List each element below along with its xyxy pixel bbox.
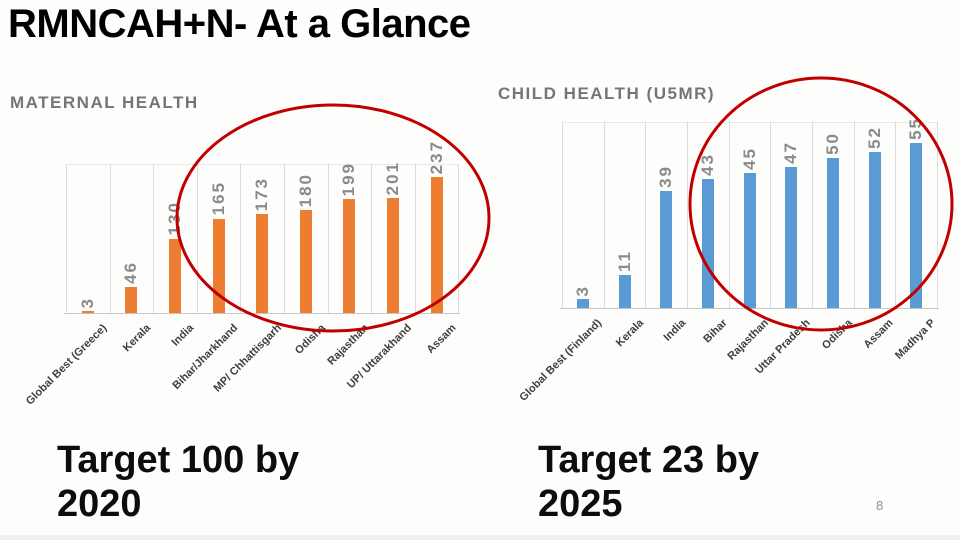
bar-value-label: 3 — [572, 284, 592, 296]
gridline — [562, 122, 563, 308]
category-label: Kerala — [613, 317, 646, 350]
x-axis-line — [560, 308, 939, 309]
category-label: Bihar — [700, 317, 730, 346]
bar-rajasthan — [743, 173, 756, 308]
bar-bihar — [701, 179, 714, 308]
bar-madhya-p — [910, 143, 923, 308]
gridline — [812, 122, 813, 308]
gridline — [770, 122, 772, 308]
gridline — [109, 164, 111, 313]
bar-value-label: 11 — [614, 250, 634, 272]
plot-top-line — [562, 122, 937, 123]
gridline — [853, 122, 855, 308]
child-target-line2: 2025 — [538, 483, 623, 526]
gridline — [645, 122, 647, 308]
child-target-text: Target 23 by 2025 — [538, 438, 759, 527]
gridline — [687, 122, 688, 308]
bar-value-label: 43 — [697, 153, 717, 176]
maternal-target-line2: 2020 — [57, 483, 142, 526]
category-label: Odisha — [819, 317, 855, 352]
category-label: India — [661, 317, 688, 344]
category-label: Global Best (Finland) — [517, 317, 605, 404]
bar-value-label: 55 — [906, 117, 926, 140]
page-number: 8 — [876, 498, 884, 513]
bar-odisha — [826, 158, 839, 308]
bar-value-label: 45 — [739, 147, 759, 170]
gridline — [895, 122, 897, 308]
gridline — [66, 164, 67, 313]
gridline — [603, 122, 605, 308]
child-target-line1: Target 23 by — [538, 439, 760, 481]
bar-kerala — [125, 286, 138, 313]
category-label: Madhya P — [892, 317, 938, 362]
gridline — [937, 122, 938, 308]
bar-value-label: 50 — [822, 132, 842, 155]
maternal-target-line1: Target 100 by — [57, 439, 300, 481]
gridline — [153, 164, 155, 313]
bar-kerala — [618, 275, 631, 308]
slide-title: RMNCAH+N- At a Glance — [8, 2, 471, 46]
bar-value-label: 47 — [781, 141, 801, 164]
bar-india — [660, 191, 673, 308]
bar-global-best-finland- — [576, 299, 589, 308]
maternal-health-chart-title: MATERNAL HEALTH — [10, 93, 199, 112]
bar-assam — [868, 152, 881, 308]
gridline — [728, 122, 730, 308]
child-health-chart-title: CHILD HEALTH (U5MR) — [498, 84, 716, 103]
bar-value-label: 52 — [864, 126, 884, 149]
bar-global-best-greece- — [81, 311, 94, 313]
bar-uttar-pradesh — [785, 167, 798, 308]
category-label: Assam — [861, 317, 896, 351]
bar-value-label: 39 — [656, 165, 676, 188]
maternal-target-text: Target 100 by 2020 — [57, 438, 299, 527]
slide-bottom-edge — [0, 535, 960, 540]
